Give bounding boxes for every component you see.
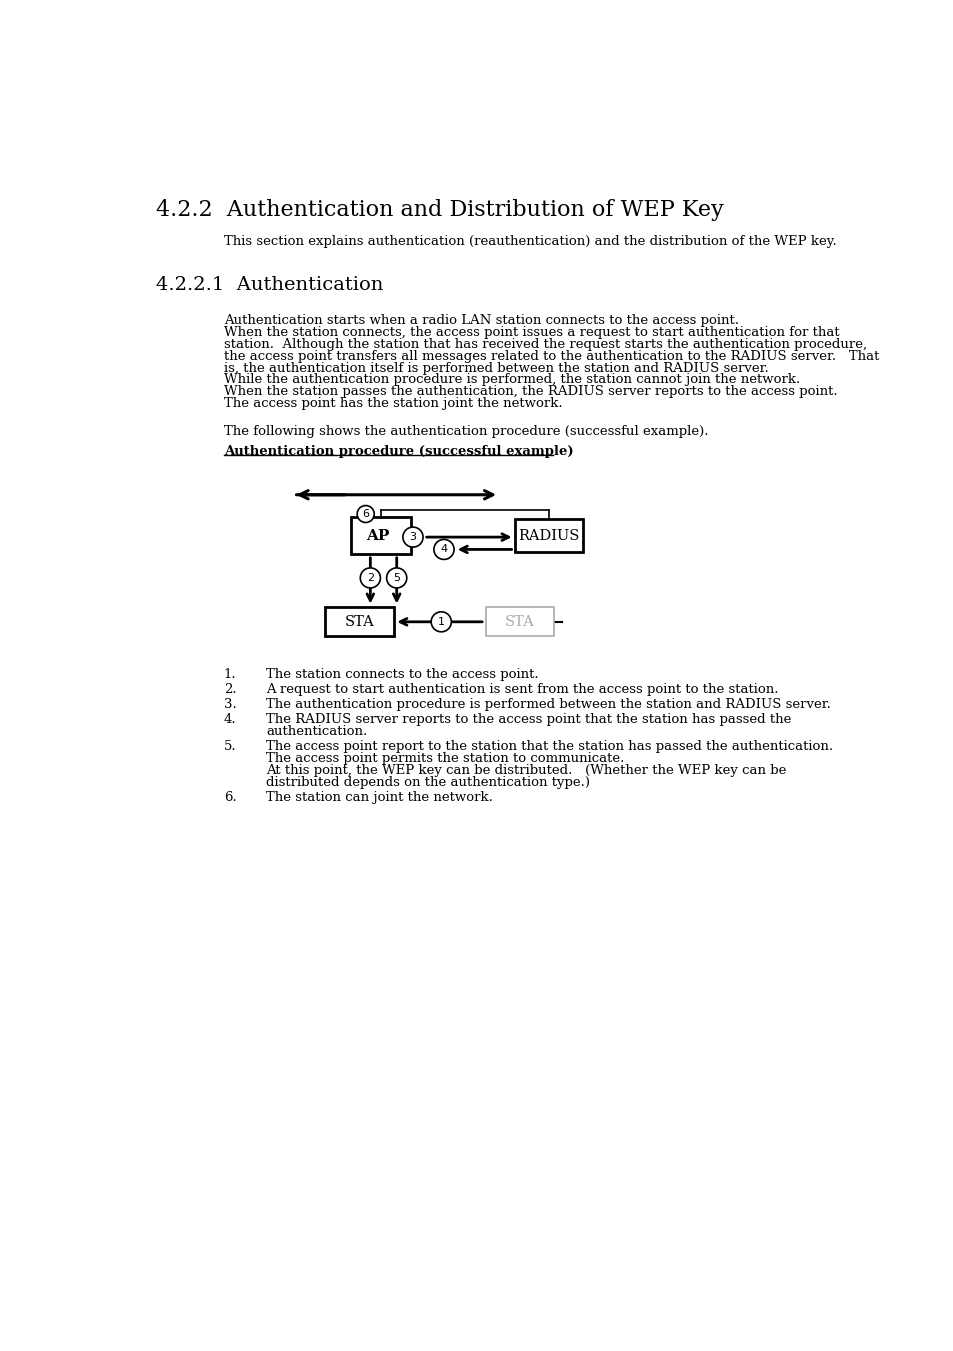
Circle shape <box>434 539 454 559</box>
Circle shape <box>356 505 374 523</box>
Text: Authentication starts when a radio LAN station connects to the access point.: Authentication starts when a radio LAN s… <box>224 313 739 327</box>
Bar <box>515 519 583 551</box>
Text: 1: 1 <box>437 617 444 627</box>
Circle shape <box>402 527 422 547</box>
Text: 4.2.2.1  Authentication: 4.2.2.1 Authentication <box>155 276 383 295</box>
Text: While the authentication procedure is performed, the station cannot join the net: While the authentication procedure is pe… <box>224 373 800 386</box>
Text: The station can joint the network.: The station can joint the network. <box>266 790 493 804</box>
Text: 6.: 6. <box>224 790 236 804</box>
Text: RADIUS: RADIUS <box>518 528 579 543</box>
Text: A request to start authentication is sent from the access point to the station.: A request to start authentication is sen… <box>266 684 779 696</box>
Text: Authentication procedure (successful example): Authentication procedure (successful exa… <box>224 444 573 458</box>
Text: 4.2.2  Authentication and Distribution of WEP Key: 4.2.2 Authentication and Distribution of… <box>155 199 722 222</box>
Text: 3.: 3. <box>224 698 236 711</box>
Text: station.  Although the station that has received the request starts the authenti: station. Although the station that has r… <box>224 338 866 351</box>
Circle shape <box>360 567 380 588</box>
Text: The station connects to the access point.: The station connects to the access point… <box>266 667 538 681</box>
Text: 5: 5 <box>393 573 399 582</box>
Bar <box>325 607 394 636</box>
Text: 3: 3 <box>409 532 416 542</box>
Circle shape <box>431 612 451 632</box>
Text: STA: STA <box>504 615 535 628</box>
Circle shape <box>386 567 406 588</box>
Text: The access point has the station joint the network.: The access point has the station joint t… <box>224 397 562 411</box>
Text: the access point transfers all messages related to the authentication to the RAD: the access point transfers all messages … <box>224 350 879 362</box>
Text: 6: 6 <box>362 509 369 519</box>
Text: At this point, the WEP key can be distributed.   (Whether the WEP key can be: At this point, the WEP key can be distri… <box>266 763 786 777</box>
Text: When the station passes the authentication, the RADIUS server reports to the acc: When the station passes the authenticati… <box>224 385 837 399</box>
Text: The RADIUS server reports to the access point that the station has passed the: The RADIUS server reports to the access … <box>266 713 791 725</box>
Text: STA: STA <box>344 615 374 628</box>
Text: The authentication procedure is performed between the station and RADIUS server.: The authentication procedure is performe… <box>266 698 830 711</box>
Text: 4: 4 <box>440 544 447 554</box>
Text: This section explains authentication (reauthentication) and the distribution of : This section explains authentication (re… <box>224 235 836 249</box>
Text: 5.: 5. <box>224 740 236 753</box>
Bar <box>351 517 411 554</box>
Text: 4.: 4. <box>224 713 236 725</box>
Text: The access point report to the station that the station has passed the authentic: The access point report to the station t… <box>266 740 833 753</box>
Text: authentication.: authentication. <box>266 725 367 738</box>
Text: The following shows the authentication procedure (successful example).: The following shows the authentication p… <box>224 424 708 438</box>
Bar <box>485 607 554 636</box>
Text: 2.: 2. <box>224 684 236 696</box>
Text: The access point permits the station to communicate.: The access point permits the station to … <box>266 753 624 765</box>
Text: is, the authentication itself is performed between the station and RADIUS server: is, the authentication itself is perform… <box>224 362 768 374</box>
Text: When the station connects, the access point issues a request to start authentica: When the station connects, the access po… <box>224 326 839 339</box>
Text: AP: AP <box>366 528 390 543</box>
Text: 1.: 1. <box>224 667 236 681</box>
Text: 2: 2 <box>366 573 374 582</box>
Text: distributed depends on the authentication type.): distributed depends on the authenticatio… <box>266 775 590 789</box>
